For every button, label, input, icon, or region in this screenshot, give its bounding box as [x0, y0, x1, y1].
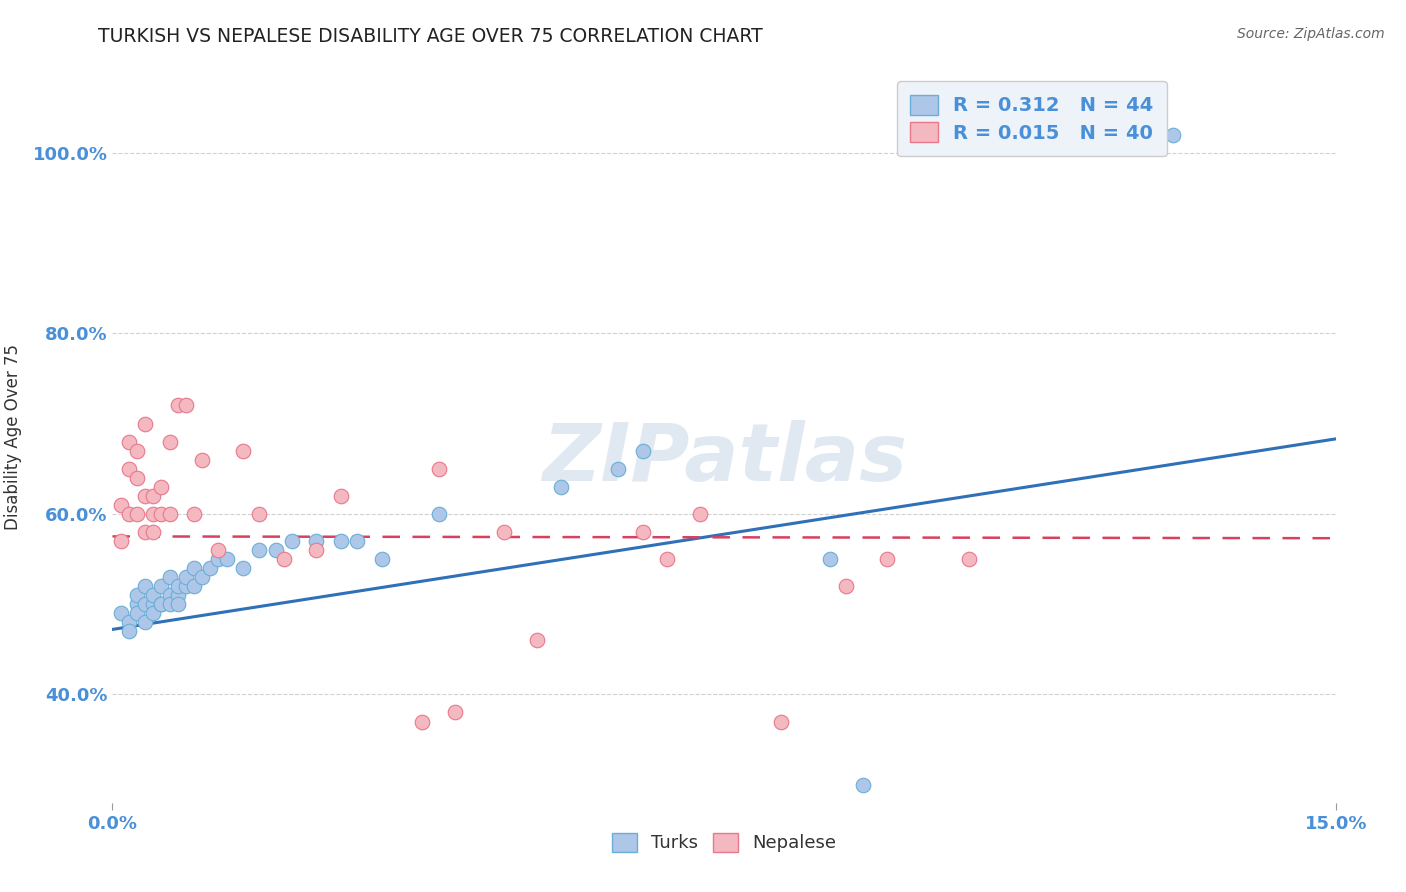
Point [183, 507, 205, 521]
Point [166, 399, 188, 413]
Point [689, 507, 711, 521]
Point [125, 597, 148, 611]
Point [427, 461, 450, 475]
Point [631, 443, 654, 458]
Point [150, 480, 173, 494]
Point [876, 552, 898, 566]
Point [125, 443, 148, 458]
Point [835, 579, 858, 593]
Point [110, 498, 132, 512]
Point [159, 597, 181, 611]
Point [142, 588, 165, 602]
Point [125, 588, 148, 602]
Point [655, 552, 678, 566]
Point [125, 507, 148, 521]
Point [150, 579, 173, 593]
Point [166, 597, 188, 611]
Point [273, 552, 295, 566]
Text: TURKISH VS NEPALESE DISABILITY AGE OVER 75 CORRELATION CHART: TURKISH VS NEPALESE DISABILITY AGE OVER … [98, 27, 763, 45]
Point [770, 714, 793, 729]
Y-axis label: Disability Age Over 75: Disability Age Over 75 [3, 344, 21, 530]
Point [550, 480, 572, 494]
Text: ZIPatlas: ZIPatlas [541, 420, 907, 498]
Point [174, 570, 197, 584]
Point [110, 606, 132, 620]
Point [134, 579, 156, 593]
Point [142, 606, 165, 620]
Point [174, 579, 197, 593]
Point [247, 543, 270, 558]
Point [329, 533, 352, 548]
Point [215, 552, 238, 566]
Point [427, 507, 450, 521]
Point [191, 452, 214, 467]
Point [118, 461, 141, 475]
Point [118, 434, 141, 449]
Point [142, 507, 165, 521]
Point [142, 489, 165, 503]
Point [818, 552, 841, 566]
Point [305, 543, 328, 558]
Point [118, 507, 141, 521]
Point [281, 533, 304, 548]
Point [150, 597, 173, 611]
Point [118, 624, 141, 639]
Point [150, 507, 173, 521]
Point [526, 633, 548, 648]
Point [247, 507, 270, 521]
Point [159, 588, 181, 602]
Point [134, 597, 156, 611]
Point [264, 543, 287, 558]
Point [232, 561, 254, 575]
Point [166, 579, 188, 593]
Legend: Turks, Nepalese: Turks, Nepalese [605, 826, 844, 860]
Point [174, 399, 197, 413]
Point [134, 524, 156, 539]
Point [134, 489, 156, 503]
Point [166, 588, 188, 602]
Point [191, 570, 214, 584]
Point [444, 706, 467, 720]
Point [134, 615, 156, 630]
Point [207, 543, 229, 558]
Point [852, 778, 875, 792]
Point [159, 507, 181, 521]
Point [305, 533, 328, 548]
Point [607, 461, 630, 475]
Point [329, 489, 352, 503]
Point [1161, 128, 1184, 142]
Point [159, 570, 181, 584]
Point [411, 714, 433, 729]
Point [183, 561, 205, 575]
Point [492, 524, 515, 539]
Point [142, 597, 165, 611]
Point [232, 443, 254, 458]
Point [200, 561, 222, 575]
Text: Source: ZipAtlas.com: Source: ZipAtlas.com [1237, 27, 1385, 41]
Point [207, 552, 229, 566]
Point [631, 524, 654, 539]
Point [183, 579, 205, 593]
Point [370, 552, 392, 566]
Point [118, 615, 141, 630]
Point [346, 533, 368, 548]
Point [110, 533, 132, 548]
Point [142, 524, 165, 539]
Point [134, 417, 156, 431]
Point [150, 597, 173, 611]
Point [159, 434, 181, 449]
Point [125, 471, 148, 485]
Point [957, 552, 980, 566]
Point [125, 606, 148, 620]
